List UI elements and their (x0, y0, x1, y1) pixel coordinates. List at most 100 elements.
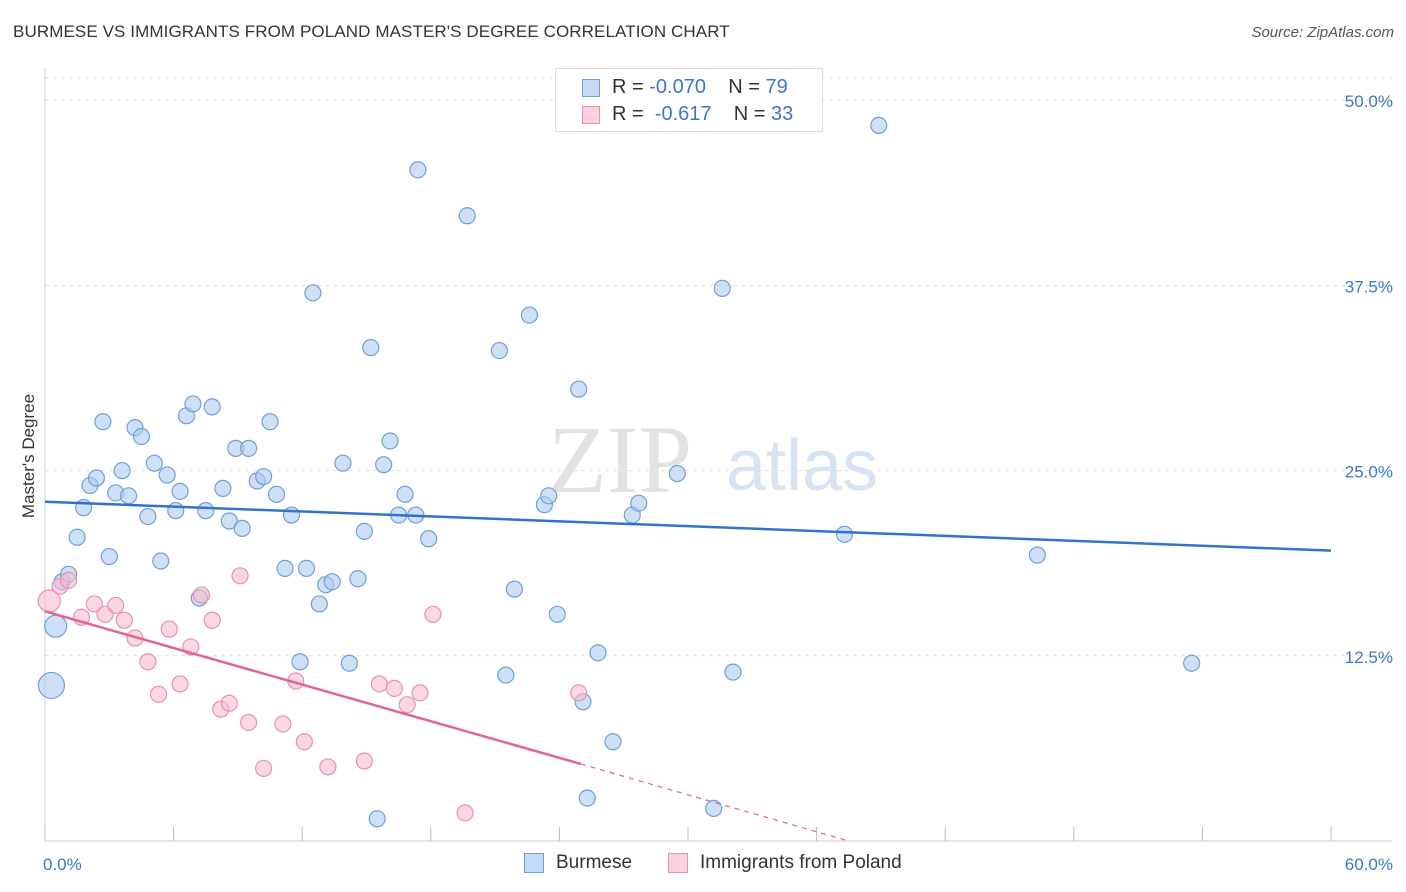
burmese-point (94, 413, 112, 431)
burmese-point (310, 595, 328, 613)
poland-point (240, 713, 258, 732)
poland-point (115, 611, 133, 629)
burmese-point (1183, 654, 1201, 672)
x-tick-label: 60.0% (1345, 855, 1393, 874)
chart-title: BURMESE VS IMMIGRANTS FROM POLAND MASTER… (13, 22, 730, 41)
poland-point (171, 675, 189, 693)
legend-n-label: N = (728, 76, 766, 98)
watermark-atlas: atlas (726, 426, 878, 506)
burmese-point (578, 789, 596, 807)
burmese-point (349, 570, 367, 588)
burmese-point (37, 671, 66, 700)
legend-n-label: N = (733, 103, 772, 125)
y-axis-title: Master's Degree (19, 394, 38, 518)
poland-point (398, 696, 416, 714)
burmese-point (381, 432, 399, 450)
burmese-point (197, 502, 215, 520)
burmese-point (203, 398, 221, 416)
poland-point (160, 620, 178, 638)
poland-point (424, 605, 442, 623)
burmese-point (570, 380, 588, 398)
burmese-point (630, 494, 648, 512)
burmese-point (87, 469, 106, 487)
burmese-point (167, 502, 185, 520)
burmese-point (158, 466, 176, 484)
burmese-point (255, 467, 273, 486)
legend-swatch-pink (582, 106, 600, 124)
poland-point (355, 752, 373, 770)
burmese-point (297, 559, 316, 577)
y-tick-label: 12.5% (1345, 648, 1393, 667)
burmese-point (668, 464, 686, 483)
poland-point (220, 694, 238, 712)
burmese-point (835, 525, 854, 543)
legend-r-value: -0.070 (649, 76, 706, 98)
legend-n-value: 33 (771, 103, 794, 125)
x-tick-label: 0.0% (43, 855, 82, 874)
poland-trend-line (44, 610, 582, 766)
poland-point (295, 733, 313, 751)
burmese-point (334, 454, 352, 472)
poland-point (139, 653, 157, 671)
burmese-point (396, 485, 414, 503)
burmese-point (368, 810, 386, 828)
poland-point (192, 586, 211, 604)
burmese-point (276, 559, 294, 577)
burmese-point (362, 339, 380, 357)
burmese-point (505, 580, 523, 598)
legend-swatch-blue (582, 79, 600, 97)
poland-point (149, 685, 168, 703)
burmese-point (119, 487, 138, 505)
poland-point (107, 596, 125, 615)
burmese-point (267, 485, 286, 503)
poland-point (255, 759, 273, 778)
burmese-point (261, 413, 279, 431)
burmese-point (214, 479, 232, 497)
burmese-point (420, 530, 438, 548)
poland-point (274, 715, 292, 733)
burmese-point (171, 482, 189, 500)
legend-n-value: 79 (765, 76, 788, 98)
burmese-point (458, 207, 476, 225)
burmese-point (713, 279, 731, 297)
poland-point (59, 571, 78, 589)
burmese-point (375, 456, 393, 474)
burmese-point (497, 666, 515, 684)
poland-point (85, 595, 103, 613)
burmese-point (184, 395, 202, 413)
legend-label-poland: Immigrants from Poland (700, 852, 902, 873)
burmese-point (870, 116, 888, 135)
burmese-point (100, 547, 118, 566)
burmese-point (540, 487, 558, 505)
burmese-point (705, 799, 723, 818)
burmese-point (68, 528, 86, 546)
burmese-point (291, 653, 309, 671)
burmese-point (233, 519, 251, 537)
series-legend: Burmese Immigrants from Poland (0, 852, 1406, 878)
y-tick-label: 50.0% (1345, 92, 1393, 111)
legend-r-label: R = (612, 76, 650, 98)
correlation-legend: R = -0.070 N = 79 R = -0.617 N = 33 (555, 68, 823, 132)
burmese-point (1028, 546, 1046, 564)
burmese-trend-line (44, 500, 1332, 552)
burmese-point (589, 644, 607, 662)
burmese-point (282, 506, 301, 524)
y-tick-label: 25.0% (1345, 463, 1393, 482)
poland-trend-extension (580, 763, 849, 842)
legend-r-label: R = (612, 103, 650, 125)
burmese-point (139, 507, 157, 526)
legend-label-burmese: Burmese (556, 852, 633, 873)
burmese-point (724, 663, 742, 681)
y-tick-label: 37.5% (1345, 277, 1393, 296)
poland-point (456, 804, 474, 822)
legend-r-value: -0.617 (654, 103, 712, 125)
burmese-point (548, 605, 566, 623)
legend-swatch-pink (668, 853, 688, 873)
legend-swatch-blue (524, 853, 544, 873)
burmese-point (44, 614, 68, 638)
poland-point (570, 684, 588, 702)
burmese-point (340, 654, 358, 672)
burmese-point (323, 573, 341, 591)
source-credit: Source: ZipAtlas.com (1251, 24, 1394, 41)
